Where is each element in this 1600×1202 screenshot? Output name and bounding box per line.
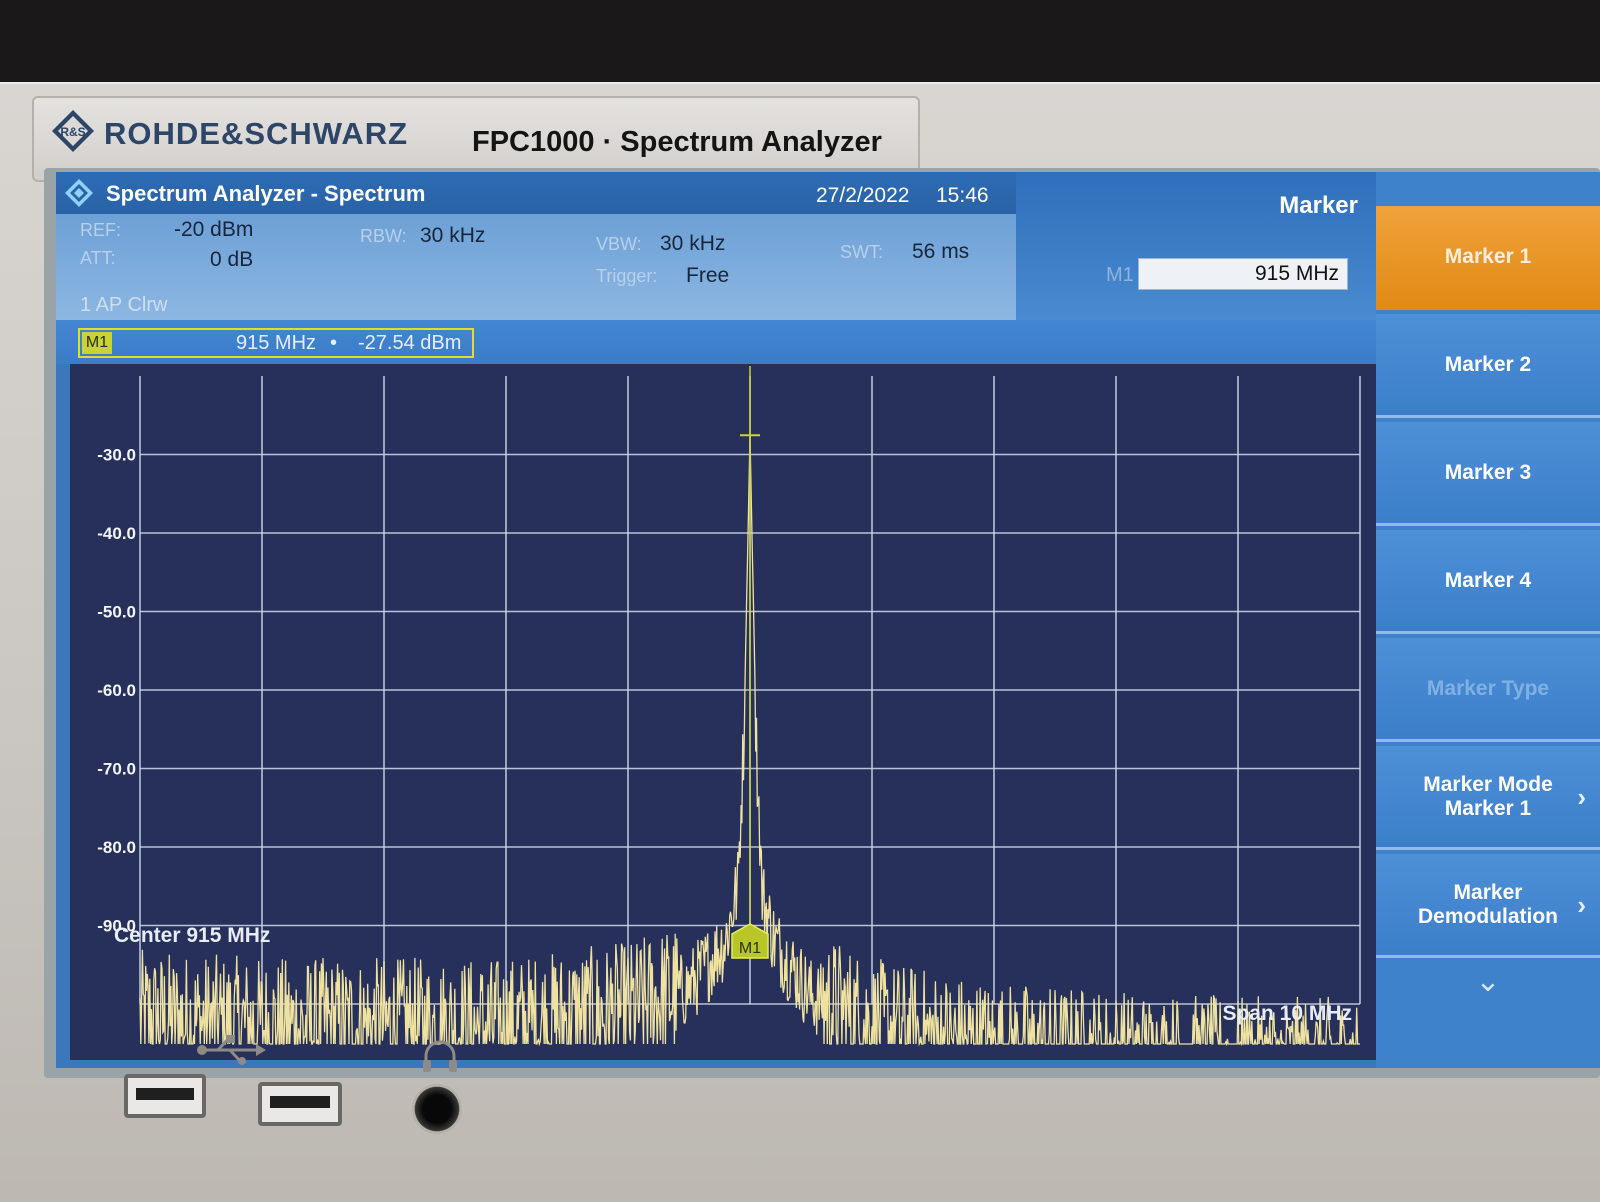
marker-frequency: 915 MHz xyxy=(236,332,317,354)
headphones-icon xyxy=(423,1040,457,1072)
marker-level: -27.54 dBm xyxy=(358,332,462,354)
y-tick-label: -90.0 xyxy=(97,917,136,936)
usb-port-slot xyxy=(270,1096,330,1108)
softkey-marker-1-label: Marker 1 xyxy=(1444,244,1532,268)
softkey-marker-2[interactable]: Marker 2 xyxy=(1376,314,1600,418)
rbw-value: 30 kHz xyxy=(420,224,486,247)
spectrum-plot[interactable]: -30.0 -40.0 -50.0 -60.0 -70.0 -80.0 -90.0 M1 Ce… xyxy=(70,364,1376,1060)
trace-info: 1 AP Clrw xyxy=(80,294,168,316)
softkey-marker-1[interactable]: Marker 1 xyxy=(1376,206,1600,310)
marker-flag-label: M1 xyxy=(739,940,761,957)
swt-value: 56 ms xyxy=(912,240,970,263)
y-tick-label: -50.0 xyxy=(97,603,136,622)
softkey-marker-4-label: Marker 4 xyxy=(1444,568,1532,592)
usb-port-slot xyxy=(136,1088,194,1100)
softkey-marker-type[interactable]: Marker Type xyxy=(1376,638,1600,742)
marker-frequency-input[interactable]: 915 MHz xyxy=(1138,258,1348,290)
softkey-marker-3[interactable]: Marker 3 xyxy=(1376,422,1600,526)
marker-panel-header: Marker M1 915 MHz xyxy=(1016,172,1376,320)
measurement-parameters: REF: -20 dBm ATT: 0 dB RBW: 30 kHz VBW: … xyxy=(56,214,1016,320)
span-label: Span 10 MHz xyxy=(1222,1002,1352,1025)
marker-field-label: M1 xyxy=(1106,264,1134,286)
usb-port-2[interactable] xyxy=(258,1082,342,1126)
vbw-label: VBW: xyxy=(596,234,642,254)
att-label: ATT: xyxy=(80,248,116,268)
chevron-right-icon: › xyxy=(1577,890,1586,920)
title-bar: Spectrum Analyzer - Spectrum 27/2/2022 1… xyxy=(56,172,1016,214)
analyzer-screen: Spectrum Analyzer - Spectrum 27/2/2022 1… xyxy=(56,172,1600,1068)
rohde-schwarz-logo-icon: R&S xyxy=(52,110,94,152)
softkey-marker-mode[interactable]: Marker Mode Marker 1 › xyxy=(1376,746,1600,850)
marker-panel-title: Marker xyxy=(1279,192,1358,219)
trigger-label: Trigger: xyxy=(596,266,658,286)
headphone-jack[interactable] xyxy=(412,1084,462,1134)
softkey-panel: Marker 1 Marker 2 Marker 3 Marker 4 Mark… xyxy=(1376,172,1600,1068)
brand-name: ROHDE&SCHWARZ xyxy=(104,116,409,151)
softkey-marker-mode-line2: Marker 1 xyxy=(1444,796,1532,820)
ref-value: -20 dBm xyxy=(174,218,254,241)
device-model: FPC1000 · Spectrum Analyzer xyxy=(472,126,882,158)
trigger-value: Free xyxy=(686,264,730,287)
app-title: Spectrum Analyzer - Spectrum xyxy=(106,181,426,206)
att-value: 0 dB xyxy=(210,248,254,271)
ref-label: REF: xyxy=(80,220,122,240)
softkey-marker-type-label: Marker Type xyxy=(1426,676,1550,700)
y-tick-label: -30.0 xyxy=(97,446,136,465)
usb-port-1[interactable] xyxy=(124,1074,206,1118)
brand-plate: R&S ROHDE&SCHWARZ FPC1000 · Spectrum Ana… xyxy=(32,96,920,182)
center-frequency-label: Center 915 MHz xyxy=(114,924,271,947)
softkey-marker-4[interactable]: Marker 4 xyxy=(1376,530,1600,634)
time-readout: 15:46 xyxy=(936,184,989,207)
chevron-right-icon: › xyxy=(1577,782,1586,812)
marker-readout-bar: M1 915 MHz • -27.54 dBm xyxy=(56,320,1376,364)
marker-tag: M1 xyxy=(82,332,112,354)
y-tick-label: -40.0 xyxy=(97,524,136,543)
marker-separator: • xyxy=(330,332,338,354)
softkey-marker-demodulation[interactable]: Marker Demodulation › xyxy=(1376,854,1600,958)
svg-text:R&S: R&S xyxy=(60,125,85,139)
softkey-marker-demod-line1: Marker xyxy=(1453,880,1523,904)
spectrum-plot-svg: -30.0 -40.0 -50.0 -60.0 -70.0 -80.0 -90.0 M1 xyxy=(97,366,1361,1047)
softkey-marker-3-label: Marker 3 xyxy=(1444,460,1532,484)
chevron-down-icon[interactable]: ⌄ xyxy=(1475,965,1501,998)
softkey-marker-2-label: Marker 2 xyxy=(1444,352,1532,376)
marker-flag-icon xyxy=(731,923,769,959)
softkey-marker-mode-line1: Marker Mode xyxy=(1423,772,1553,796)
usb-icon xyxy=(197,1035,266,1065)
y-tick-label: -60.0 xyxy=(97,681,136,700)
app-logo-icon xyxy=(65,179,93,207)
swt-label: SWT: xyxy=(840,242,883,262)
date-readout: 27/2/2022 xyxy=(816,184,910,207)
softkey-marker-demod-line2: Demodulation xyxy=(1418,904,1558,928)
y-tick-label: -80.0 xyxy=(97,838,136,857)
rbw-label: RBW: xyxy=(360,226,407,246)
marker-readout[interactable]: M1 915 MHz • -27.54 dBm xyxy=(78,328,474,358)
y-tick-label: -70.0 xyxy=(97,760,136,779)
vbw-value: 30 kHz xyxy=(660,232,726,255)
